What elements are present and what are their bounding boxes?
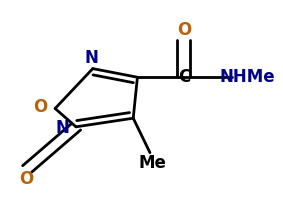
Text: Me: Me — [139, 155, 167, 173]
Text: NHMe: NHMe — [220, 67, 275, 85]
Text: O: O — [177, 21, 191, 39]
Text: N: N — [84, 49, 98, 67]
Text: O: O — [19, 170, 33, 188]
Text: C: C — [178, 67, 190, 85]
Text: O: O — [33, 99, 47, 117]
Text: N: N — [55, 119, 69, 137]
